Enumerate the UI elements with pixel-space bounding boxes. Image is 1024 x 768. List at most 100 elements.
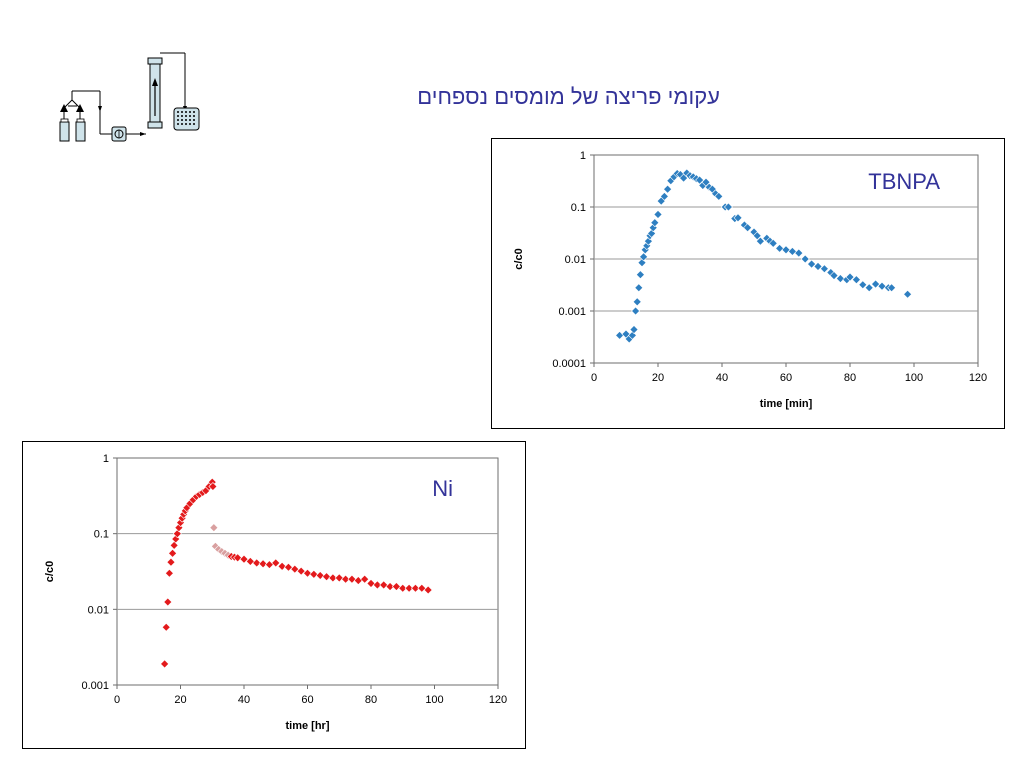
data-point — [208, 482, 218, 491]
data-point — [417, 583, 427, 593]
x-tick-label: 120 — [489, 694, 507, 706]
data-point — [423, 585, 433, 595]
data-point — [845, 272, 855, 282]
fraction-collector-icon — [173, 107, 200, 131]
y-axis-label: c/c0 — [44, 561, 56, 582]
data-point — [781, 245, 791, 255]
data-point — [653, 209, 663, 219]
data-point — [164, 568, 174, 578]
chart-tbnpa-svg: 0.0001 0.001 0.01 0.1 1 0 20 40 60 80 100 120 time [… — [513, 150, 987, 410]
data-point — [161, 622, 171, 632]
data-point — [864, 283, 874, 293]
reservoir-bottles — [59, 118, 86, 142]
x-tick-label: 20 — [652, 372, 664, 384]
data-point — [659, 191, 669, 201]
x-axis-label: time [min] — [760, 398, 813, 410]
column-apparatus-icon — [59, 52, 200, 142]
y-tick-label: 0.0001 — [552, 358, 586, 370]
slide-title: עקומי פריצה של מומסים נספחים — [417, 84, 720, 109]
pump-icon — [111, 126, 127, 142]
data-point — [800, 254, 810, 264]
data-point — [743, 223, 753, 233]
data-point — [752, 231, 762, 241]
data-point — [635, 270, 645, 280]
data-point — [303, 568, 312, 578]
x-tick-label: 100 — [905, 372, 923, 384]
y-tick-label: 0.01 — [88, 604, 109, 616]
data-point — [639, 252, 649, 262]
chart-ni: 0.001 0.01 0.1 1 0 20 40 60 80 100 120 time [hr] c/c… — [22, 441, 526, 749]
data-point — [794, 248, 804, 258]
x-tick-label: 80 — [844, 372, 856, 384]
data-point — [341, 574, 351, 584]
data-point — [334, 573, 344, 583]
y-tick-label: 1 — [580, 150, 586, 162]
data-point — [328, 573, 338, 583]
data-point — [347, 574, 357, 584]
data-point — [398, 583, 408, 593]
y-tick-label: 0.001 — [558, 306, 586, 318]
x-tick-label: 120 — [969, 372, 987, 384]
data-point — [755, 236, 765, 246]
data-point — [239, 554, 249, 564]
x-tick-label: 40 — [238, 694, 250, 706]
data-point — [252, 558, 262, 568]
data-point — [835, 274, 845, 284]
data-point — [169, 540, 179, 550]
data-point — [277, 561, 287, 571]
data-point — [714, 191, 724, 201]
data-point — [163, 597, 173, 607]
data-point — [858, 280, 868, 290]
x-tick-label: 80 — [365, 694, 377, 706]
data-point — [723, 202, 733, 212]
data-point — [813, 261, 823, 271]
data-point — [631, 306, 641, 316]
data-point — [160, 659, 170, 669]
data-point — [887, 283, 897, 293]
data-point — [695, 175, 705, 185]
chart-tbnpa: 0.0001 0.001 0.01 0.1 1 0 20 40 60 80 100 120 time [… — [491, 138, 1005, 429]
series-annotation: Ni — [432, 476, 453, 501]
y-tick-label: 0.1 — [94, 529, 109, 541]
data-point — [775, 243, 785, 253]
series-annotation: TBNPA — [868, 169, 940, 194]
y-axis-label: c/c0 — [513, 248, 525, 269]
data-point — [411, 583, 420, 593]
data-point — [360, 574, 370, 584]
chart-ni-svg: 0.001 0.01 0.1 1 0 20 40 60 80 100 120 time [hr] c/c… — [44, 453, 507, 732]
x-tick-label: 0 — [114, 694, 120, 706]
data-point — [168, 548, 177, 558]
data-point — [385, 582, 395, 591]
data-point — [366, 578, 376, 588]
data-point — [309, 569, 319, 579]
data-point — [315, 571, 325, 580]
data-point — [632, 297, 642, 307]
data-point — [258, 559, 268, 569]
data-point — [379, 580, 389, 590]
x-axis-label: time [hr] — [286, 720, 330, 732]
data-point — [245, 556, 255, 566]
data-point — [296, 566, 306, 576]
data-point — [851, 275, 861, 285]
column-icon — [147, 57, 163, 129]
data-point — [209, 523, 219, 533]
data-point — [819, 264, 829, 274]
x-tick-label: 60 — [780, 372, 792, 384]
data-point — [629, 325, 639, 334]
data-point — [404, 583, 414, 593]
x-tick-label: 0 — [591, 372, 597, 384]
data-point — [322, 572, 331, 582]
data-point — [391, 582, 401, 591]
y-tick-label: 1 — [103, 453, 109, 465]
data-point — [877, 281, 887, 291]
data-point — [271, 558, 281, 568]
data-point — [768, 238, 778, 248]
data-point — [634, 283, 644, 293]
data-point — [871, 279, 881, 289]
x-tick-label: 60 — [301, 694, 313, 706]
data-point — [829, 271, 839, 280]
data-point — [233, 553, 243, 563]
data-point — [284, 562, 293, 572]
y-tick-label: 0.01 — [565, 254, 586, 266]
data-point — [787, 246, 797, 256]
